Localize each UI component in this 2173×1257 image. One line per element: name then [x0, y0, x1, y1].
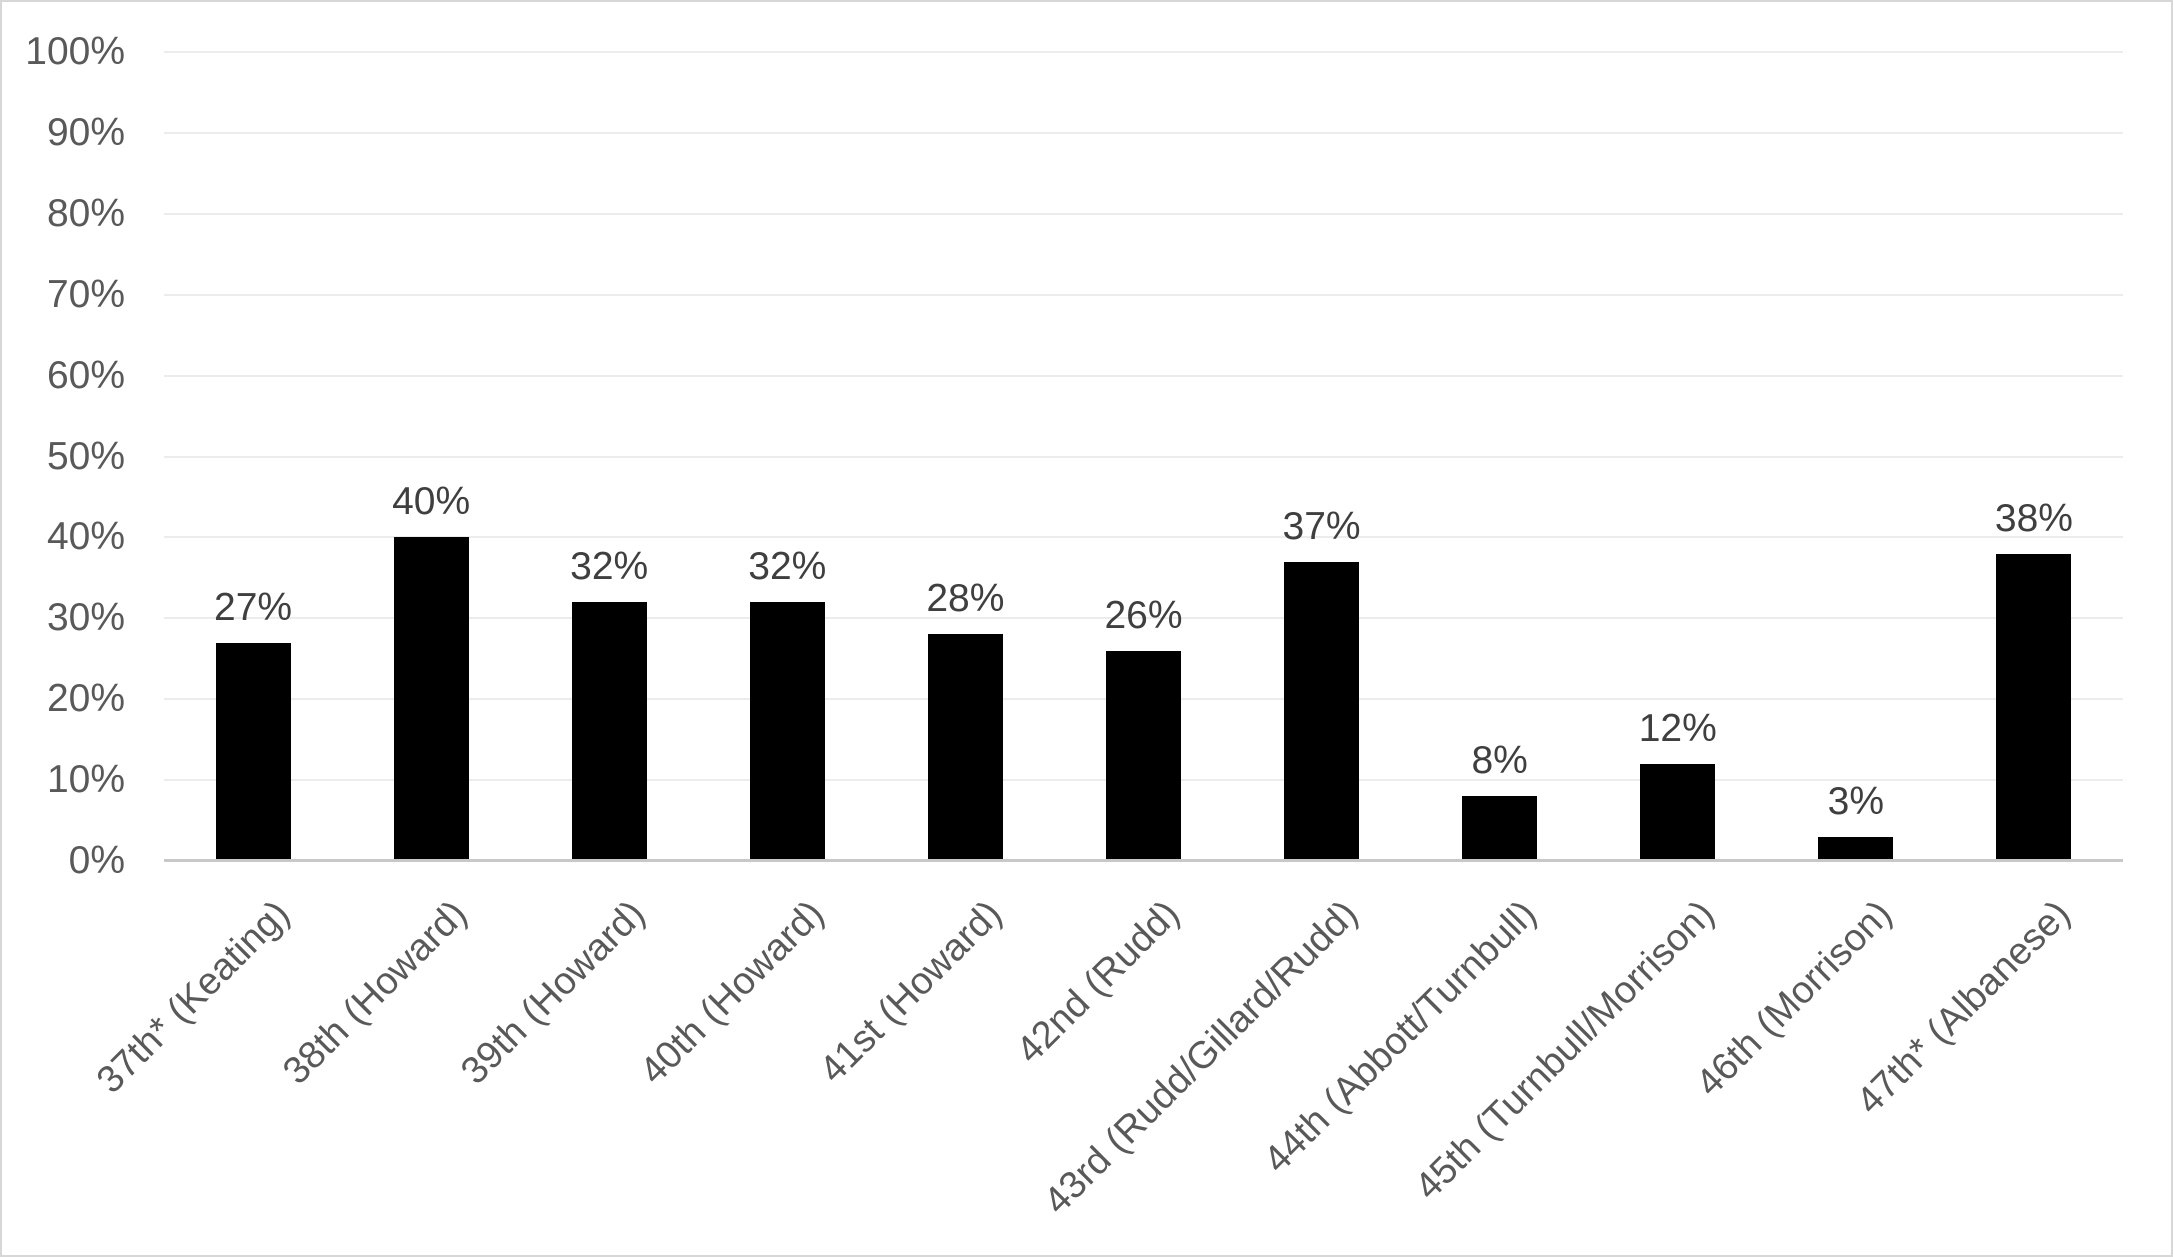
x-tick-label: 39th (Howard): [453, 892, 654, 1093]
data-label: 26%: [1104, 593, 1183, 637]
x-tick-label: 45th (Turnbull/Morrison): [1406, 892, 1723, 1209]
y-tick-label: 80%: [46, 191, 125, 235]
bar-41st (Howard): [927, 634, 1003, 861]
bar-45th (Turnbull/Morrison): [1640, 763, 1716, 861]
gridline: [164, 455, 2123, 458]
gridline: [164, 51, 2123, 53]
bar-46th (Morrison): [1818, 836, 1894, 861]
bar-40th (Howard): [749, 602, 825, 861]
data-label: 27%: [214, 585, 293, 629]
bar-43rd (Rudd/Gillard/Rudd): [1284, 561, 1360, 861]
y-tick-label: 90%: [46, 110, 125, 154]
y-tick-label: 60%: [46, 353, 125, 397]
bar-38th (Howard): [393, 537, 469, 861]
plot-area: 27% 40% 32% 32% 28% 26% 37% 8% 12% 3% 38%: [164, 51, 2123, 862]
data-label: 8%: [1471, 739, 1528, 783]
y-tick-label: 0%: [68, 839, 125, 882]
bar-slot: 32%: [698, 52, 876, 861]
bar-37th* (Keating): [215, 642, 291, 861]
bar-47th* (Albanese): [1996, 553, 2072, 861]
y-tick-label: 20%: [46, 677, 125, 721]
bar-slot: 38%: [1945, 52, 2123, 861]
data-label: 32%: [748, 545, 827, 589]
y-tick-label: 10%: [46, 758, 125, 802]
data-label: 40%: [392, 480, 471, 524]
x-tick-label: 38th (Howard): [275, 892, 476, 1093]
y-tick-label: 30%: [46, 596, 125, 640]
x-axis: 37th* (Keating) 38th (Howard) 39th (Howard…: [89, 861, 2123, 1255]
bar-slot: 8%: [1411, 52, 1589, 861]
bar-slot: 12%: [1589, 52, 1767, 861]
x-tick-label: 43rd (Rudd/Gillard/Rudd): [1036, 892, 1366, 1223]
gridline: [164, 131, 2123, 134]
bar-slot: 37%: [1233, 52, 1411, 861]
y-tick-label: 70%: [46, 272, 125, 316]
x-tick-label: 40th (Howard): [631, 892, 832, 1093]
data-label: 37%: [1282, 504, 1361, 548]
x-tick-label: 42nd (Rudd): [1008, 892, 1188, 1072]
bar-slot: 32%: [520, 52, 698, 861]
y-axis: 0% 10% 20% 30% 40% 50% 60% 70% 80% 90% 100%: [2, 2, 125, 1255]
bar-slot: 27%: [164, 52, 342, 861]
bar-44th (Abbott/Turnbull): [1462, 796, 1538, 861]
x-axis-line: [164, 859, 2123, 862]
y-tick-label: 50%: [46, 434, 125, 478]
gridline: [164, 212, 2123, 215]
data-label: 32%: [570, 545, 649, 589]
y-tick-label: 100%: [25, 30, 125, 73]
data-label: 28%: [926, 577, 1005, 621]
bar-slot: 40%: [342, 52, 520, 861]
bar-slot: 3%: [1767, 52, 1945, 861]
x-tick-label: 41st (Howard): [811, 892, 1010, 1092]
data-label: 12%: [1638, 706, 1717, 750]
data-label: 3%: [1827, 779, 1885, 823]
data-label: 38%: [1994, 496, 2073, 540]
gridline: [164, 374, 2123, 377]
bar-42nd (Rudd): [1105, 650, 1181, 861]
bar-slot: 26%: [1054, 52, 1232, 861]
gridline: [164, 617, 2123, 620]
bar-slot: 28%: [876, 52, 1054, 861]
gridline: [164, 293, 2123, 296]
gridline: [164, 536, 2123, 539]
bar-39th (Howard): [571, 602, 647, 861]
y-tick-label: 40%: [46, 515, 125, 559]
